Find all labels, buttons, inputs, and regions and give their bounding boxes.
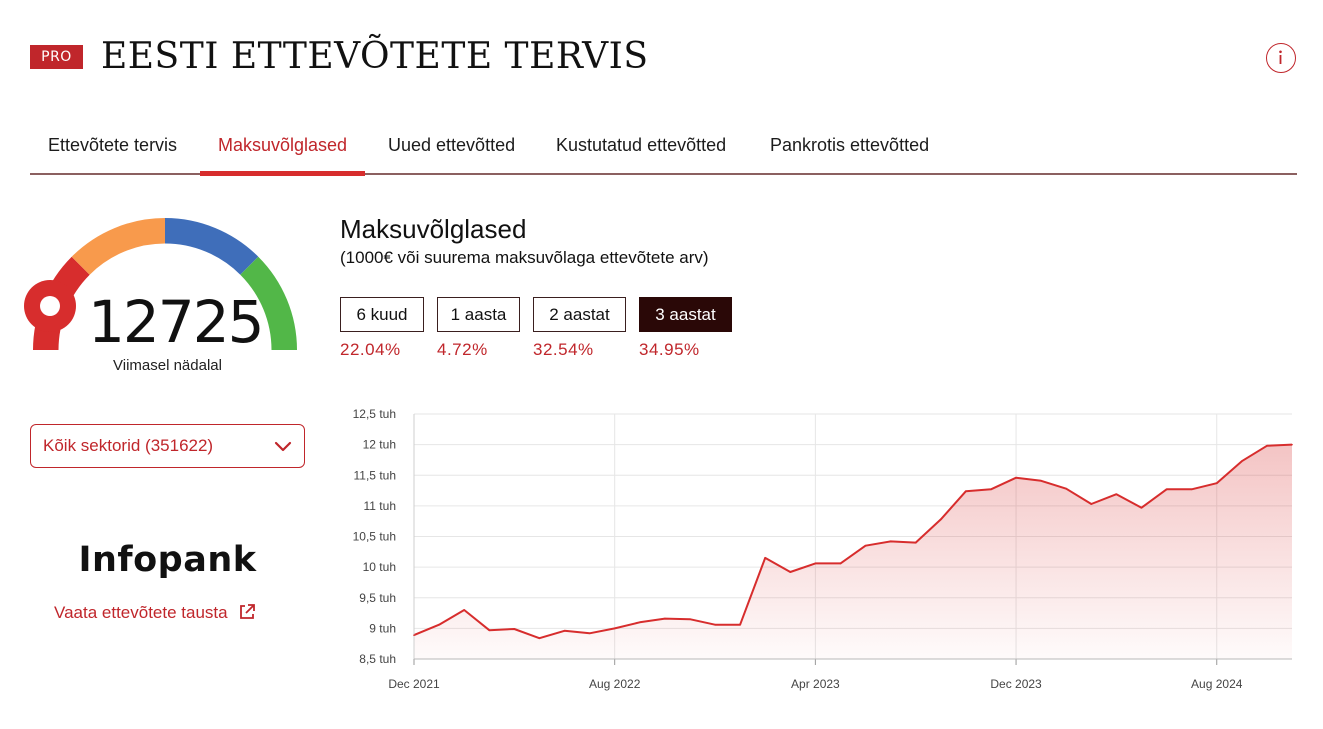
data-point — [613, 627, 616, 630]
data-point — [513, 628, 516, 630]
data-point — [940, 518, 942, 521]
data-point — [814, 562, 817, 565]
sector-select[interactable]: Kõik sektorid (351622) — [30, 424, 305, 468]
y-tick-label: 8,5 tuh — [359, 652, 396, 666]
chart-subtitle: (1000€ või suurema maksuvõlaga ettevõtet… — [340, 248, 709, 267]
data-point — [488, 629, 491, 632]
infopank-logo: Infopank — [78, 540, 257, 580]
data-point — [1215, 482, 1218, 485]
chart-axes: 8,5 tuh 9 tuh 9,5 tuh 10 tuh 10,5 tuh 11 tuh 1… — [353, 407, 1293, 691]
pro-badge: PRO — [30, 45, 83, 69]
external-link-icon — [239, 604, 255, 619]
x-tick-label: Aug 2024 — [1191, 677, 1243, 691]
gauge-needle — [24, 280, 76, 332]
data-point — [864, 544, 867, 547]
data-point — [413, 634, 415, 636]
data-point — [739, 623, 741, 626]
data-point — [714, 623, 716, 626]
period-button-3-aastat[interactable]: 3 aastat — [639, 297, 732, 332]
y-tick-label: 11 tuh — [364, 499, 396, 513]
data-point — [1065, 487, 1068, 490]
chevron-down-icon — [274, 441, 292, 452]
y-tick-label: 9 tuh — [369, 621, 396, 635]
period-button-2-aastat[interactable]: 2 aastat — [533, 297, 626, 332]
period-change-2-aastat: 32.54% — [533, 340, 594, 359]
period-change-1-aasta: 4.72% — [437, 340, 488, 359]
y-tick-label: 11,5 tuh — [354, 468, 396, 482]
data-point — [563, 630, 566, 632]
gauge — [24, 218, 297, 350]
data-point — [1015, 476, 1017, 479]
info-icon — [1279, 50, 1282, 64]
company-background-link[interactable]: Vaata ettevõtete tausta — [54, 603, 256, 623]
tab-uued-ettevotted[interactable]: Uued ettevõtted — [388, 135, 516, 155]
page-title: EESTI ETTEVÕTETE TERVIS — [101, 36, 649, 77]
data-point — [1190, 488, 1193, 491]
data-point — [1140, 506, 1143, 509]
data-point — [638, 621, 641, 624]
data-point — [839, 562, 842, 565]
data-point — [463, 609, 465, 611]
data-point — [764, 557, 766, 559]
x-tick-label: Dec 2021 — [388, 677, 440, 691]
data-point — [990, 488, 992, 491]
period-change-3-aastat: 34.95% — [639, 340, 700, 359]
data-point — [588, 632, 591, 635]
sector-select-value: Kõik sektorid (351622) — [43, 436, 214, 455]
data-point — [664, 617, 666, 620]
data-point — [1266, 445, 1268, 447]
data-point — [1241, 460, 1243, 462]
tax-debtors-chart: 8,5 tuh 9 tuh 9,5 tuh 10 tuh 10,5 tuh 11 tuh 1… — [353, 407, 1293, 691]
data-point — [1090, 503, 1093, 505]
data-point — [914, 541, 917, 544]
gauge-segment-blue — [165, 218, 259, 275]
company-background-link-label: Vaata ettevõtete tausta — [54, 603, 228, 622]
chart-line — [413, 443, 1293, 640]
tab-ettevotete-tervis[interactable]: Ettevõtete tervis — [48, 135, 178, 155]
data-point — [889, 540, 892, 543]
period-button-6-kuud[interactable]: 6 kuud — [340, 297, 424, 332]
y-tick-label: 9,5 tuh — [359, 591, 396, 605]
data-point — [1040, 479, 1042, 482]
gauge-segment-green — [240, 256, 297, 350]
chart-area — [414, 444, 1292, 659]
data-point — [965, 490, 967, 492]
info-button[interactable] — [1266, 43, 1296, 73]
period-change-6-kuud: 22.04% — [340, 340, 401, 359]
x-tick-label: Dec 2023 — [990, 677, 1042, 691]
y-tick-label: 12 tuh — [363, 438, 396, 452]
chart-title: Maksuvõlglased — [340, 214, 527, 244]
data-point — [689, 618, 691, 620]
data-point — [1115, 493, 1118, 496]
gauge-caption: Viimasel nädalal — [113, 357, 222, 374]
y-tick-label: 12,5 tuh — [353, 407, 396, 421]
x-tick-label: Aug 2022 — [589, 677, 641, 691]
data-point — [789, 571, 792, 573]
data-point — [1165, 488, 1168, 491]
data-point — [538, 637, 541, 639]
tab-bar: Ettevõtete tervis Maksuvõlglased Uued et… — [30, 127, 1297, 176]
tab-pankrotis-ettevotted[interactable]: Pankrotis ettevõtted — [770, 135, 930, 155]
tab-kustutatud-ettevotted[interactable]: Kustutatud ettevõtted — [556, 135, 727, 155]
y-tick-label: 10,5 tuh — [353, 530, 396, 544]
data-point — [1291, 443, 1293, 446]
period-button-1-aasta[interactable]: 1 aasta — [437, 297, 520, 332]
gauge-value: 12725 — [88, 288, 265, 356]
tab-maksuvolglased[interactable]: Maksuvõlglased — [199, 135, 366, 176]
gauge-segment-orange — [71, 218, 165, 275]
x-tick-label: Apr 2023 — [791, 677, 840, 691]
data-point — [438, 623, 440, 626]
y-tick-label: 10 tuh — [363, 560, 396, 574]
